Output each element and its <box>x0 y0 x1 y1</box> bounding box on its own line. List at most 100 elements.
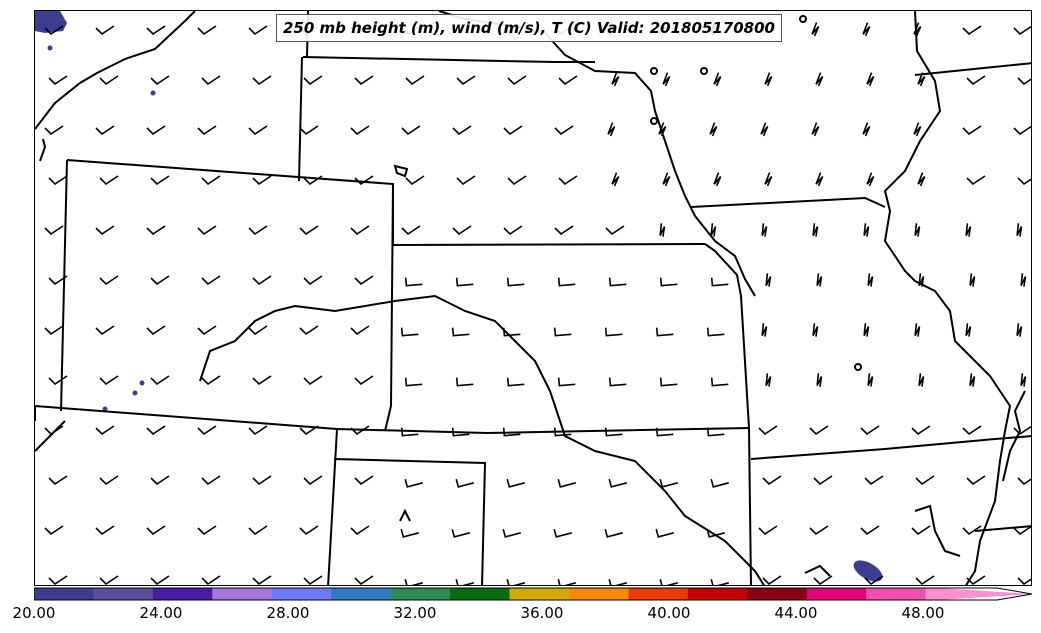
wind-barb <box>659 223 666 237</box>
wind-barb <box>758 425 778 436</box>
river-line <box>438 11 756 297</box>
wind-barb <box>710 223 717 237</box>
wind-barb <box>764 72 773 87</box>
wind-barb <box>506 478 525 488</box>
wind-barb <box>150 575 170 585</box>
wind-barb <box>611 172 620 187</box>
wind-barb <box>1020 373 1027 387</box>
wind-barb <box>95 525 115 536</box>
wind-barb <box>706 528 725 538</box>
colorbar-segment <box>806 588 867 600</box>
wind-barb <box>197 125 217 136</box>
wind-barb <box>662 172 671 187</box>
colorbar-tick-label: 36.00 <box>520 604 564 622</box>
wind-barb <box>710 578 729 585</box>
wind-barb <box>962 525 982 536</box>
wind-barb <box>48 375 68 386</box>
wind-barb <box>252 175 272 186</box>
river-line <box>883 11 1012 585</box>
wind-barb <box>812 223 819 237</box>
wind-barb <box>608 377 627 387</box>
wind-barb <box>404 277 423 287</box>
wind-barb <box>917 172 926 187</box>
colorbar-tick-label: 24.00 <box>139 604 183 622</box>
wind-barb <box>1017 477 1031 486</box>
wind-barb <box>864 575 884 585</box>
wind-barb <box>608 578 627 585</box>
river-line <box>804 564 831 577</box>
wind-barb <box>662 72 671 87</box>
wind-barb <box>607 122 616 137</box>
wind-barb <box>44 25 64 36</box>
wind-barb <box>965 323 972 337</box>
wind-barb <box>918 273 925 287</box>
colorbar-segment <box>450 588 510 600</box>
wind-barb <box>252 375 272 386</box>
wind-barb <box>201 575 221 585</box>
wind-barb <box>48 275 68 286</box>
wind-barb <box>816 273 823 287</box>
wind-barb <box>813 575 833 585</box>
wind-barb <box>252 75 272 86</box>
state-border <box>748 427 752 585</box>
wind-barb <box>1013 525 1031 536</box>
wind-barb <box>1017 577 1031 585</box>
wind-barb <box>659 377 678 387</box>
wind-barb <box>354 375 374 386</box>
colorbar-segment <box>925 588 1032 600</box>
wind-barb <box>811 122 820 137</box>
map-panel <box>34 10 1032 586</box>
wind-barb <box>764 172 773 187</box>
lake-outline <box>650 67 658 75</box>
wind-barbs <box>44 22 1031 585</box>
wind-barb <box>99 275 119 286</box>
wind-barb <box>99 475 119 486</box>
wind-barb <box>404 478 423 488</box>
wind-barb <box>252 275 272 286</box>
wind-barb <box>252 475 272 486</box>
wind-barb <box>299 225 319 236</box>
wind-barb <box>1020 273 1027 287</box>
wind-barb <box>502 427 521 437</box>
wind-barb <box>503 125 523 136</box>
shaded-area <box>47 45 53 51</box>
wind-barb <box>201 275 221 286</box>
wind-barb <box>860 425 880 436</box>
wind-barb <box>303 275 323 286</box>
wind-barb <box>557 478 576 488</box>
wind-barb <box>146 425 166 436</box>
shaded-area <box>139 380 145 386</box>
lake-outline <box>854 363 862 371</box>
wind-barb <box>354 275 374 286</box>
wind-barb <box>201 175 221 186</box>
wind-barb <box>95 25 115 36</box>
state-border <box>333 458 487 585</box>
wind-barb <box>400 327 419 337</box>
wind-barb <box>99 175 119 186</box>
wind-barb <box>299 425 319 436</box>
wind-barb <box>404 377 423 387</box>
wind-barb <box>913 22 922 37</box>
wind-barb <box>863 323 870 337</box>
wind-barb <box>401 225 421 236</box>
state-boundaries <box>35 11 1031 585</box>
wind-barb <box>809 525 829 536</box>
wind-barb <box>962 25 982 36</box>
wind-barb <box>451 528 470 538</box>
wind-barb <box>197 425 217 436</box>
wind-barb <box>146 25 166 36</box>
wind-barb <box>863 223 870 237</box>
wind-barb <box>709 122 718 137</box>
wind-barb <box>248 325 268 336</box>
wind-barb <box>197 25 217 36</box>
wind-barb <box>252 575 272 585</box>
wind-barb <box>1016 223 1023 237</box>
wind-barb <box>503 225 523 236</box>
shaded-area <box>35 11 67 33</box>
wind-barb <box>455 277 474 287</box>
colorbar-segment <box>34 588 94 600</box>
wind-barb <box>507 175 527 186</box>
map-title: 250 mb height (m), wind (m/s), T (C) Val… <box>276 14 782 42</box>
wind-barb <box>201 75 221 86</box>
state-border <box>704 243 750 429</box>
